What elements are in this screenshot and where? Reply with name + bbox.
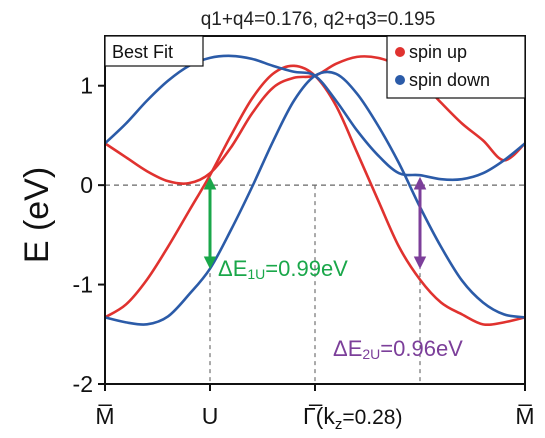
y-tick-label: 1 <box>80 73 93 99</box>
chart-title: q1+q4=0.176, q2+q3=0.195 <box>201 9 436 30</box>
legend-marker <box>395 47 405 57</box>
series-spin-down-band-1 <box>104 70 526 326</box>
series-layer <box>104 54 526 327</box>
x-tick-label: M̅ <box>95 403 114 429</box>
x-axis-ticks: M̅ U Γ̅(kz=0.28) M̅ <box>95 384 535 433</box>
legend-label: spin up <box>409 42 467 62</box>
best-fit-box <box>104 35 204 67</box>
y-tick-label: -1 <box>73 272 93 298</box>
arrow-layer: ΔE1U=0.99eV ΔE2U=0.96eV <box>203 176 463 362</box>
y-axis-ticks: 1 0 -1 -2 <box>73 73 105 397</box>
legend-box <box>386 35 526 99</box>
legend-label: spin down <box>409 70 490 90</box>
x-tick-label: M̅ <box>515 403 534 429</box>
x-tick-label: Γ̅(kz=0.28) <box>303 403 402 433</box>
legend-marker <box>395 75 405 85</box>
x-tick-label: U <box>202 403 219 429</box>
y-tick-label: 0 <box>80 172 93 198</box>
y-tick-label: -2 <box>73 371 93 397</box>
best-fit-label: Best Fit <box>112 42 173 62</box>
delta-e-1u-label: ΔE1U=0.99eV <box>218 256 348 282</box>
legend: spin up spin down <box>386 35 526 99</box>
delta-e-2u-label: ΔE2U=0.96eV <box>333 336 463 362</box>
y-axis-label: E (eV) <box>18 167 56 263</box>
